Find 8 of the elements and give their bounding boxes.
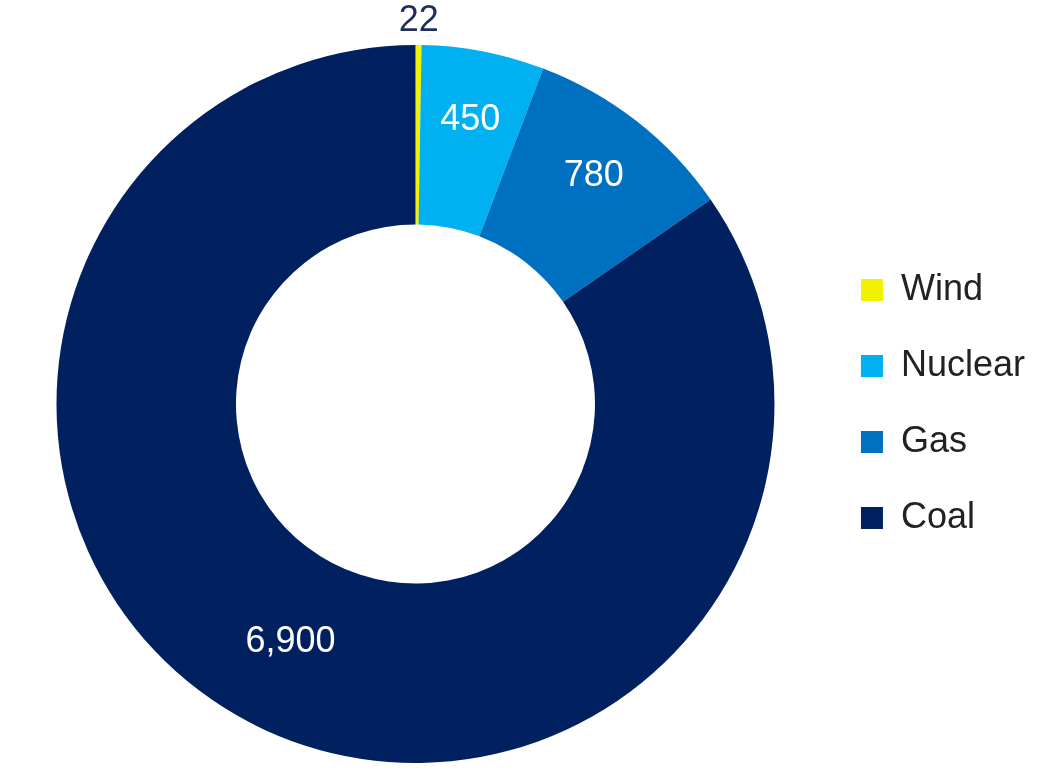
data-label: 450 [440,96,501,138]
data-label: 780 [563,153,624,195]
data-label: 6,900 [245,619,336,661]
legend-label: Wind [900,266,983,308]
data-label: 22 [398,0,439,39]
legend-label: Gas [900,418,967,460]
legend-label: Nuclear [900,342,1026,384]
legend-label: Coal [900,494,975,536]
